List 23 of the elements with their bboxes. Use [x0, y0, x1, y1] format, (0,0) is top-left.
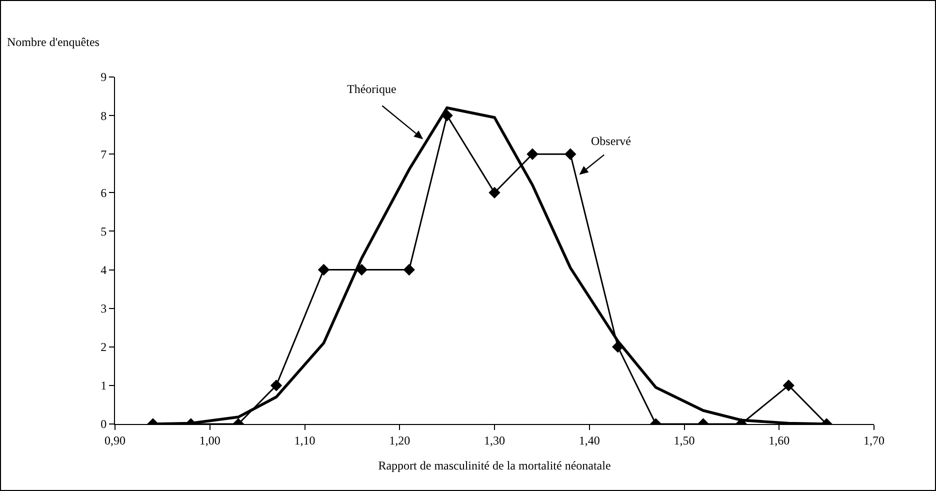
text: Théorique [347, 82, 396, 96]
x-tick-label: 1,70 [864, 433, 884, 448]
series-label: Observé [591, 134, 631, 148]
y-tick-label: 0 [100, 417, 107, 432]
x-tick-label: 1,60 [768, 433, 790, 448]
x-tick-label: 0,90 [104, 433, 126, 448]
y-tick-label: 7 [100, 147, 107, 162]
y-tick-label: 8 [100, 108, 107, 123]
y-tick-label: 1 [100, 378, 107, 393]
y-tick-label: 9 [100, 70, 107, 84]
x-tick-label: 1,30 [484, 433, 505, 448]
y-tick-label: 6 [100, 186, 107, 200]
y-tick-label: 4 [100, 262, 107, 277]
x-tick-label: 1,50 [674, 433, 695, 448]
x-tick-label: 1,20 [389, 433, 410, 448]
x-tick-label: 1,00 [199, 433, 220, 448]
y-tick-label: 3 [100, 302, 107, 316]
x-tick-label: 1,40 [578, 433, 600, 448]
y-tick-label: 5 [100, 224, 107, 238]
y-tick-label: 2 [100, 340, 107, 354]
x-axis-title: Rapport de masculinité de la mortalité néonatale [378, 458, 611, 472]
x-tick-label: 1,10 [294, 433, 316, 448]
y-axis-title: Nombre d'enquêtes [7, 35, 100, 49]
